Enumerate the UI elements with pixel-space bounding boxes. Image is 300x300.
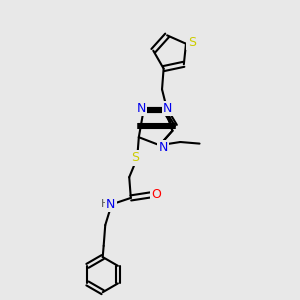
Text: O: O <box>152 188 161 201</box>
Text: S: S <box>188 36 196 49</box>
Text: N: N <box>106 198 116 211</box>
Text: N: N <box>159 141 168 154</box>
Text: S: S <box>132 152 140 164</box>
Text: N: N <box>163 102 172 115</box>
Text: N: N <box>136 102 146 115</box>
Text: H: H <box>100 199 109 209</box>
